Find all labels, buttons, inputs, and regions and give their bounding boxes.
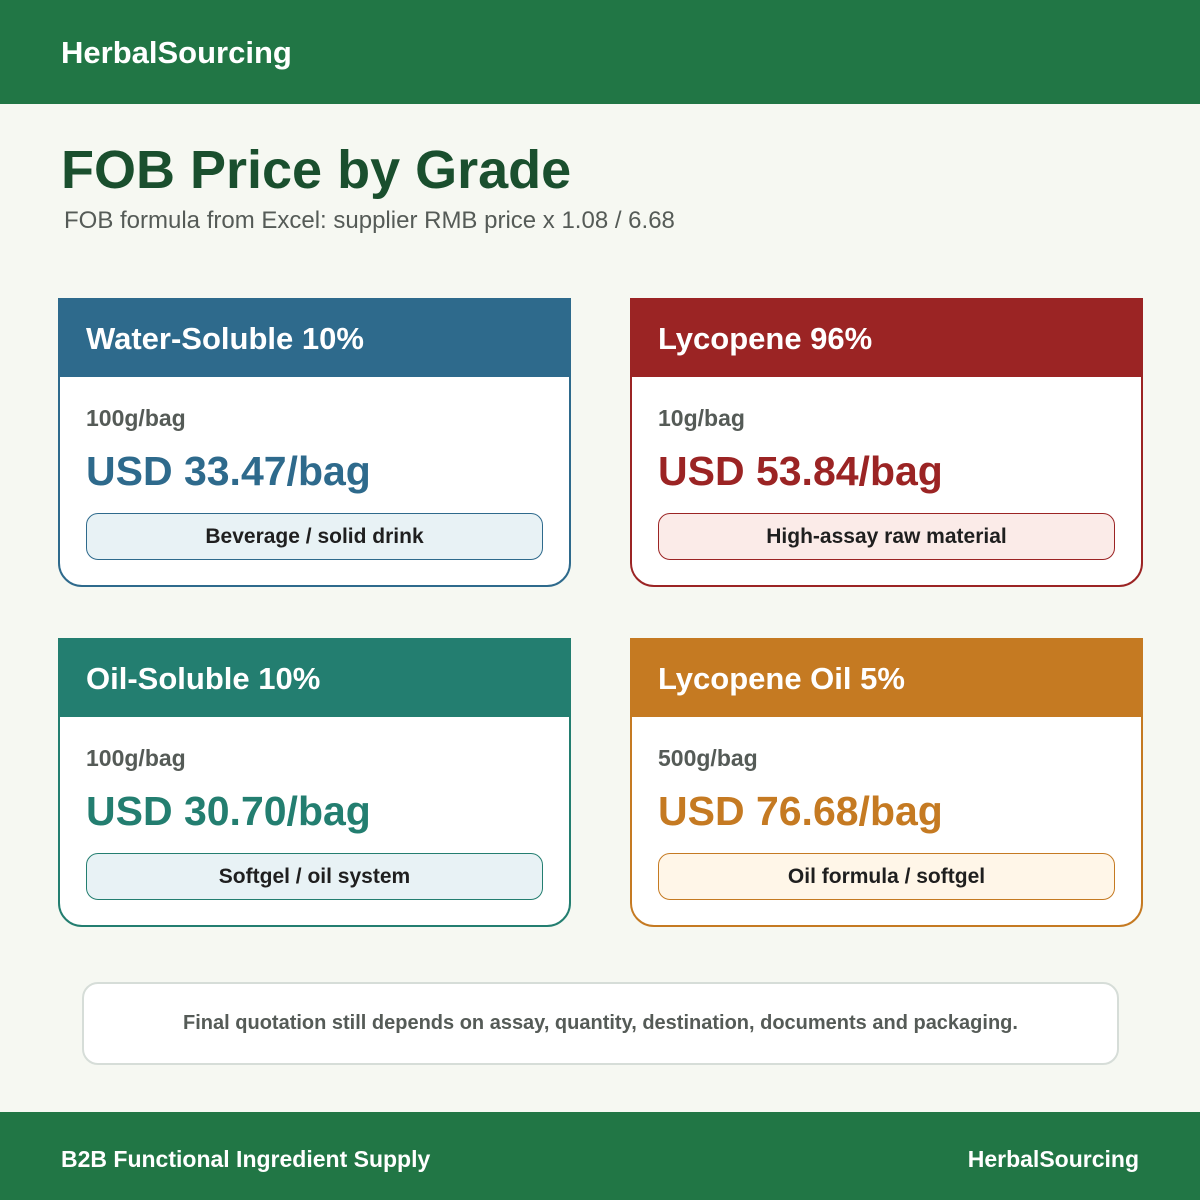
application-tag: Oil formula / softgel bbox=[658, 853, 1115, 900]
card-header: Lycopene Oil 5% bbox=[632, 640, 1141, 717]
fob-price: USD 33.47/bag bbox=[86, 448, 371, 494]
quotation-note: Final quotation still depends on assay, … bbox=[82, 982, 1119, 1065]
application-tag: High-assay raw material bbox=[658, 513, 1115, 560]
application-tag: Softgel / oil system bbox=[86, 853, 543, 900]
fob-price: USD 53.84/bag bbox=[658, 448, 943, 494]
site-header: HerbalSourcing bbox=[0, 0, 1200, 104]
card-header: Oil-Soluble 10% bbox=[60, 640, 569, 717]
pack-size: 100g/bag bbox=[86, 745, 186, 771]
fob-price: USD 76.68/bag bbox=[658, 788, 943, 834]
application-tag: Beverage / solid drink bbox=[86, 513, 543, 560]
footer-tagline: B2B Functional Ingredient Supply bbox=[61, 1146, 431, 1172]
page-title: FOB Price by Grade bbox=[61, 140, 572, 200]
card-title: Oil-Soluble 10% bbox=[86, 660, 321, 696]
brand-logo-text[interactable]: HerbalSourcing bbox=[61, 35, 292, 70]
pack-size: 500g/bag bbox=[658, 745, 758, 771]
grade-card-oil-soluble: Oil-Soluble 10% 100g/bag USD 30.70/bag S… bbox=[58, 638, 571, 927]
card-title: Water-Soluble 10% bbox=[86, 320, 364, 356]
fob-price: USD 30.70/bag bbox=[86, 788, 371, 834]
grade-card-lycopene-96: Lycopene 96% 10g/bag USD 53.84/bag High-… bbox=[630, 298, 1143, 587]
site-footer: B2B Functional Ingredient Supply HerbalS… bbox=[0, 1112, 1200, 1200]
card-title: Lycopene Oil 5% bbox=[658, 660, 905, 696]
card-header: Lycopene 96% bbox=[632, 300, 1141, 377]
card-header: Water-Soluble 10% bbox=[60, 300, 569, 377]
pack-size: 100g/bag bbox=[86, 405, 186, 431]
grade-card-lycopene-oil: Lycopene Oil 5% 500g/bag USD 76.68/bag O… bbox=[630, 638, 1143, 927]
pack-size: 10g/bag bbox=[658, 405, 745, 431]
card-title: Lycopene 96% bbox=[658, 320, 873, 356]
grade-card-water-soluble: Water-Soluble 10% 100g/bag USD 33.47/bag… bbox=[58, 298, 571, 587]
page-subtitle: FOB formula from Excel: supplier RMB pri… bbox=[64, 207, 675, 234]
footer-brand[interactable]: HerbalSourcing bbox=[967, 1146, 1139, 1172]
